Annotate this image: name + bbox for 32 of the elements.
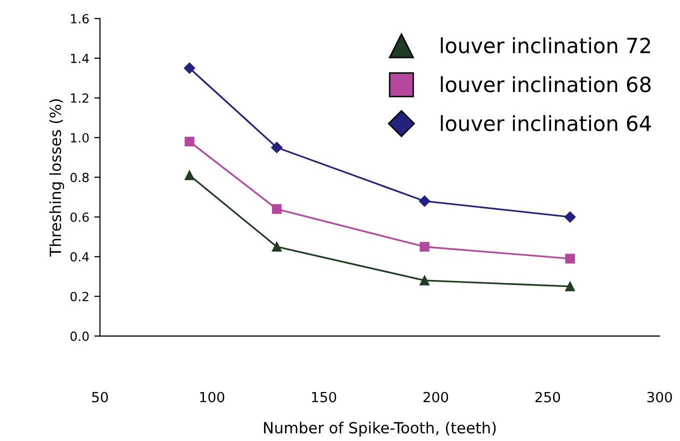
y-tick-label: 1.6 bbox=[71, 14, 89, 24]
point bbox=[272, 242, 282, 252]
legend-label: louver inclination 72 bbox=[440, 37, 650, 54]
x-tick-label: 200 bbox=[424, 392, 448, 402]
y-tick-label: 0.6 bbox=[70, 212, 89, 222]
y-tick-label: 1.2 bbox=[71, 93, 88, 103]
x-tick-label: 100 bbox=[200, 392, 224, 402]
y-tick-label: 1.0 bbox=[71, 133, 89, 143]
legend-label: louver inclination 68 bbox=[440, 76, 651, 92]
x-axis-title: Number of Spike-Tooth, (teeth) bbox=[264, 422, 496, 436]
x-tick-label: 50 bbox=[92, 392, 108, 402]
y-tick-label: 0.4 bbox=[70, 252, 89, 262]
point bbox=[184, 136, 194, 146]
point bbox=[272, 204, 282, 214]
point bbox=[184, 62, 196, 74]
y-tick-label: 0.8 bbox=[70, 172, 89, 182]
y-axis-title: Threshing losses (%) bbox=[49, 99, 64, 257]
point bbox=[565, 254, 575, 264]
point bbox=[420, 276, 430, 286]
point bbox=[271, 142, 282, 154]
legend-label: louver inclination 64 bbox=[440, 115, 651, 132]
x-tick-label: 250 bbox=[535, 392, 560, 402]
y-tick-label: 1.4 bbox=[71, 54, 89, 63]
y-tick-label: 0.2 bbox=[70, 292, 88, 302]
point bbox=[184, 170, 194, 180]
point bbox=[418, 195, 430, 207]
x-tick-label: 300 bbox=[647, 392, 672, 402]
x-tick-label: 150 bbox=[312, 392, 336, 402]
point bbox=[564, 211, 576, 223]
point bbox=[420, 242, 430, 252]
y-tick-label: 0.0 bbox=[70, 332, 89, 341]
point bbox=[565, 282, 575, 292]
